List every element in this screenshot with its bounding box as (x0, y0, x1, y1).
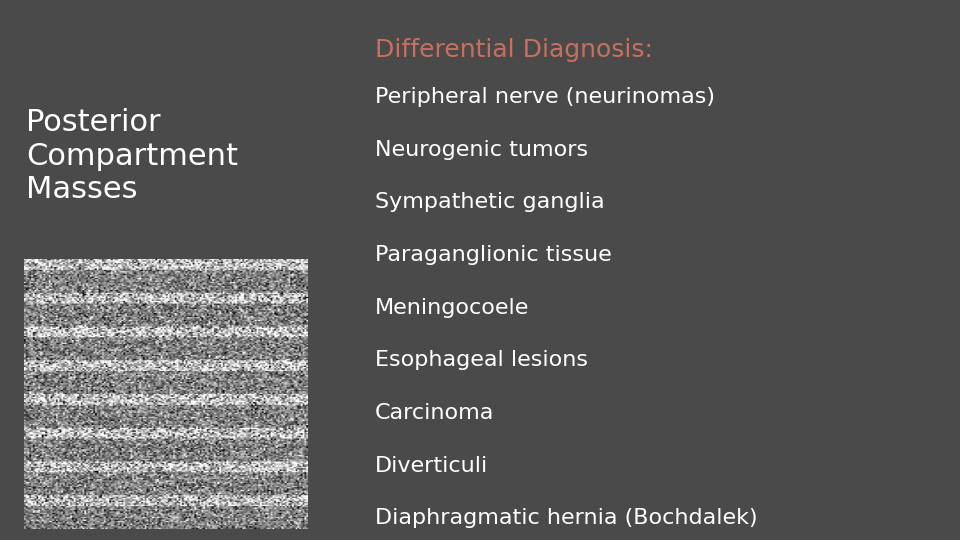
Text: Meningocoele: Meningocoele (375, 298, 530, 318)
Text: Peripheral nerve (neurinomas): Peripheral nerve (neurinomas) (375, 87, 715, 107)
Text: Sympathetic ganglia: Sympathetic ganglia (375, 192, 605, 213)
Text: Paraganglionic tissue: Paraganglionic tissue (375, 245, 612, 265)
Text: Posterior
Compartment
Masses: Posterior Compartment Masses (27, 108, 238, 204)
Text: Neurogenic tumors: Neurogenic tumors (375, 140, 588, 160)
Text: Diverticuli: Diverticuli (375, 456, 489, 476)
Text: Differential Diagnosis:: Differential Diagnosis: (375, 38, 653, 62)
Text: Carcinoma: Carcinoma (375, 403, 494, 423)
Text: Diaphragmatic hernia (Bochdalek): Diaphragmatic hernia (Bochdalek) (375, 508, 757, 529)
Text: Esophageal lesions: Esophageal lesions (375, 350, 588, 370)
